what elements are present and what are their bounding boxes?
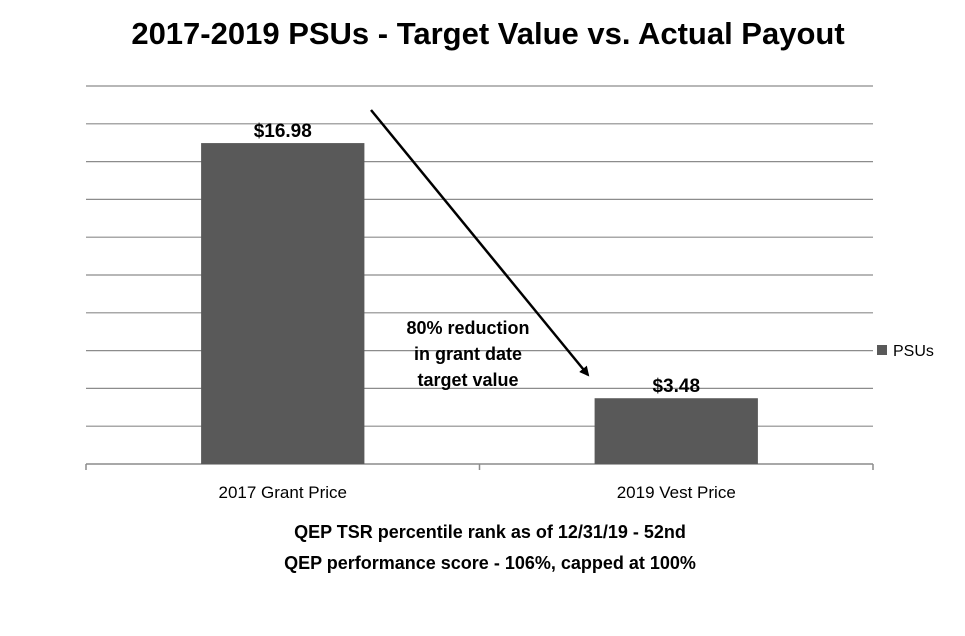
footnote-tsr-rank: QEP TSR percentile rank as of 12/31/19 -… [294,522,686,542]
annotation-line-1: 80% reduction [406,318,529,338]
bars [201,143,758,464]
data-label-1: $16.98 [254,121,312,142]
x-tick-labels: 2017 Grant Price 2019 Vest Price [218,483,735,502]
x-axis [85,463,874,470]
reduction-annotation: 80% reduction in grant date target value [406,318,529,390]
legend: PSUs [877,343,934,360]
annotation-line-2: in grant date [414,344,522,364]
legend-swatch [877,345,887,355]
legend-label: PSUs [893,343,934,360]
bar-1 [201,143,365,464]
data-labels: $16.98 $3.48 [254,121,700,397]
annotation-line-3: target value [417,370,518,390]
footnotes: QEP TSR percentile rank as of 12/31/19 -… [284,522,696,573]
reduction-arrow [370,109,590,377]
data-label-2: $3.48 [652,376,700,397]
bar-2 [594,398,758,464]
x-tick-label-1: 2017 Grant Price [218,483,347,502]
x-tick-label-2: 2019 Vest Price [617,483,736,502]
footnote-performance-score: QEP performance score - 106%, capped at … [284,553,696,573]
chart-title: 2017-2019 PSUs - Target Value vs. Actual… [131,16,844,51]
